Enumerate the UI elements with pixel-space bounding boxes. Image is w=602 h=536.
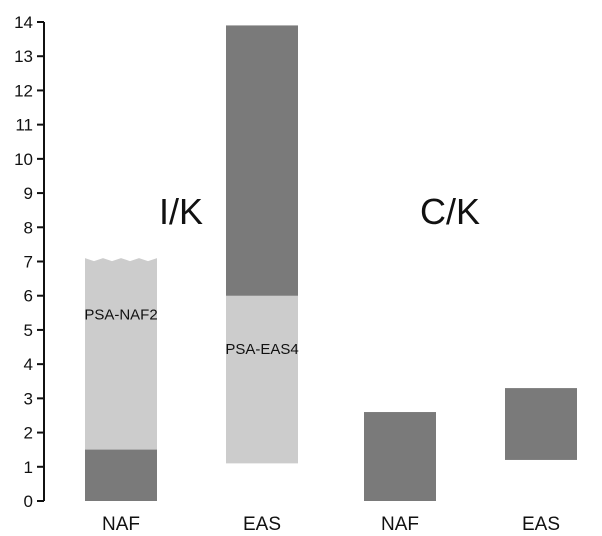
y-tick-label-8: 8 (24, 218, 33, 237)
y-tick-label-10: 10 (14, 150, 33, 169)
bar-label-3: PSA-EAS4 (225, 341, 298, 358)
y-tick-label-13: 13 (14, 47, 33, 66)
x-category-label-3: EAS (522, 514, 560, 535)
bar-2 (226, 25, 298, 330)
y-tick-label-6: 6 (24, 287, 33, 306)
bar-1 (85, 258, 157, 450)
y-tick-label-4: 4 (24, 355, 33, 374)
y-tick-label-14: 14 (14, 13, 33, 32)
bar-5 (505, 388, 577, 460)
y-tick-label-2: 2 (24, 424, 33, 443)
y-tick-label-11: 11 (15, 116, 33, 135)
group-labels: I/K C/K (159, 191, 480, 232)
y-tick-label-0: 0 (24, 492, 33, 511)
y-tick-label-9: 9 (24, 184, 33, 203)
x-category-label-2: NAF (381, 514, 419, 535)
bar-3 (226, 295, 298, 464)
bars-layer: PSA-NAF2 PSA-EAS4 (84, 25, 577, 501)
bar-label-1: PSA-NAF2 (84, 307, 157, 324)
y-tick-label-7: 7 (24, 253, 33, 272)
y-tick-label-5: 5 (24, 321, 33, 340)
y-tick-label-12: 12 (14, 81, 33, 100)
y-tick-label-1: 1 (24, 458, 33, 477)
x-category-label-1: EAS (243, 514, 281, 535)
x-axis-labels: NAF EAS NAF EAS (102, 514, 560, 535)
group-label-0: I/K (159, 191, 203, 232)
bar-4 (364, 412, 436, 501)
x-category-label-0: NAF (102, 514, 140, 535)
group-label-1: C/K (420, 191, 480, 232)
y-tick-label-3: 3 (24, 389, 33, 408)
